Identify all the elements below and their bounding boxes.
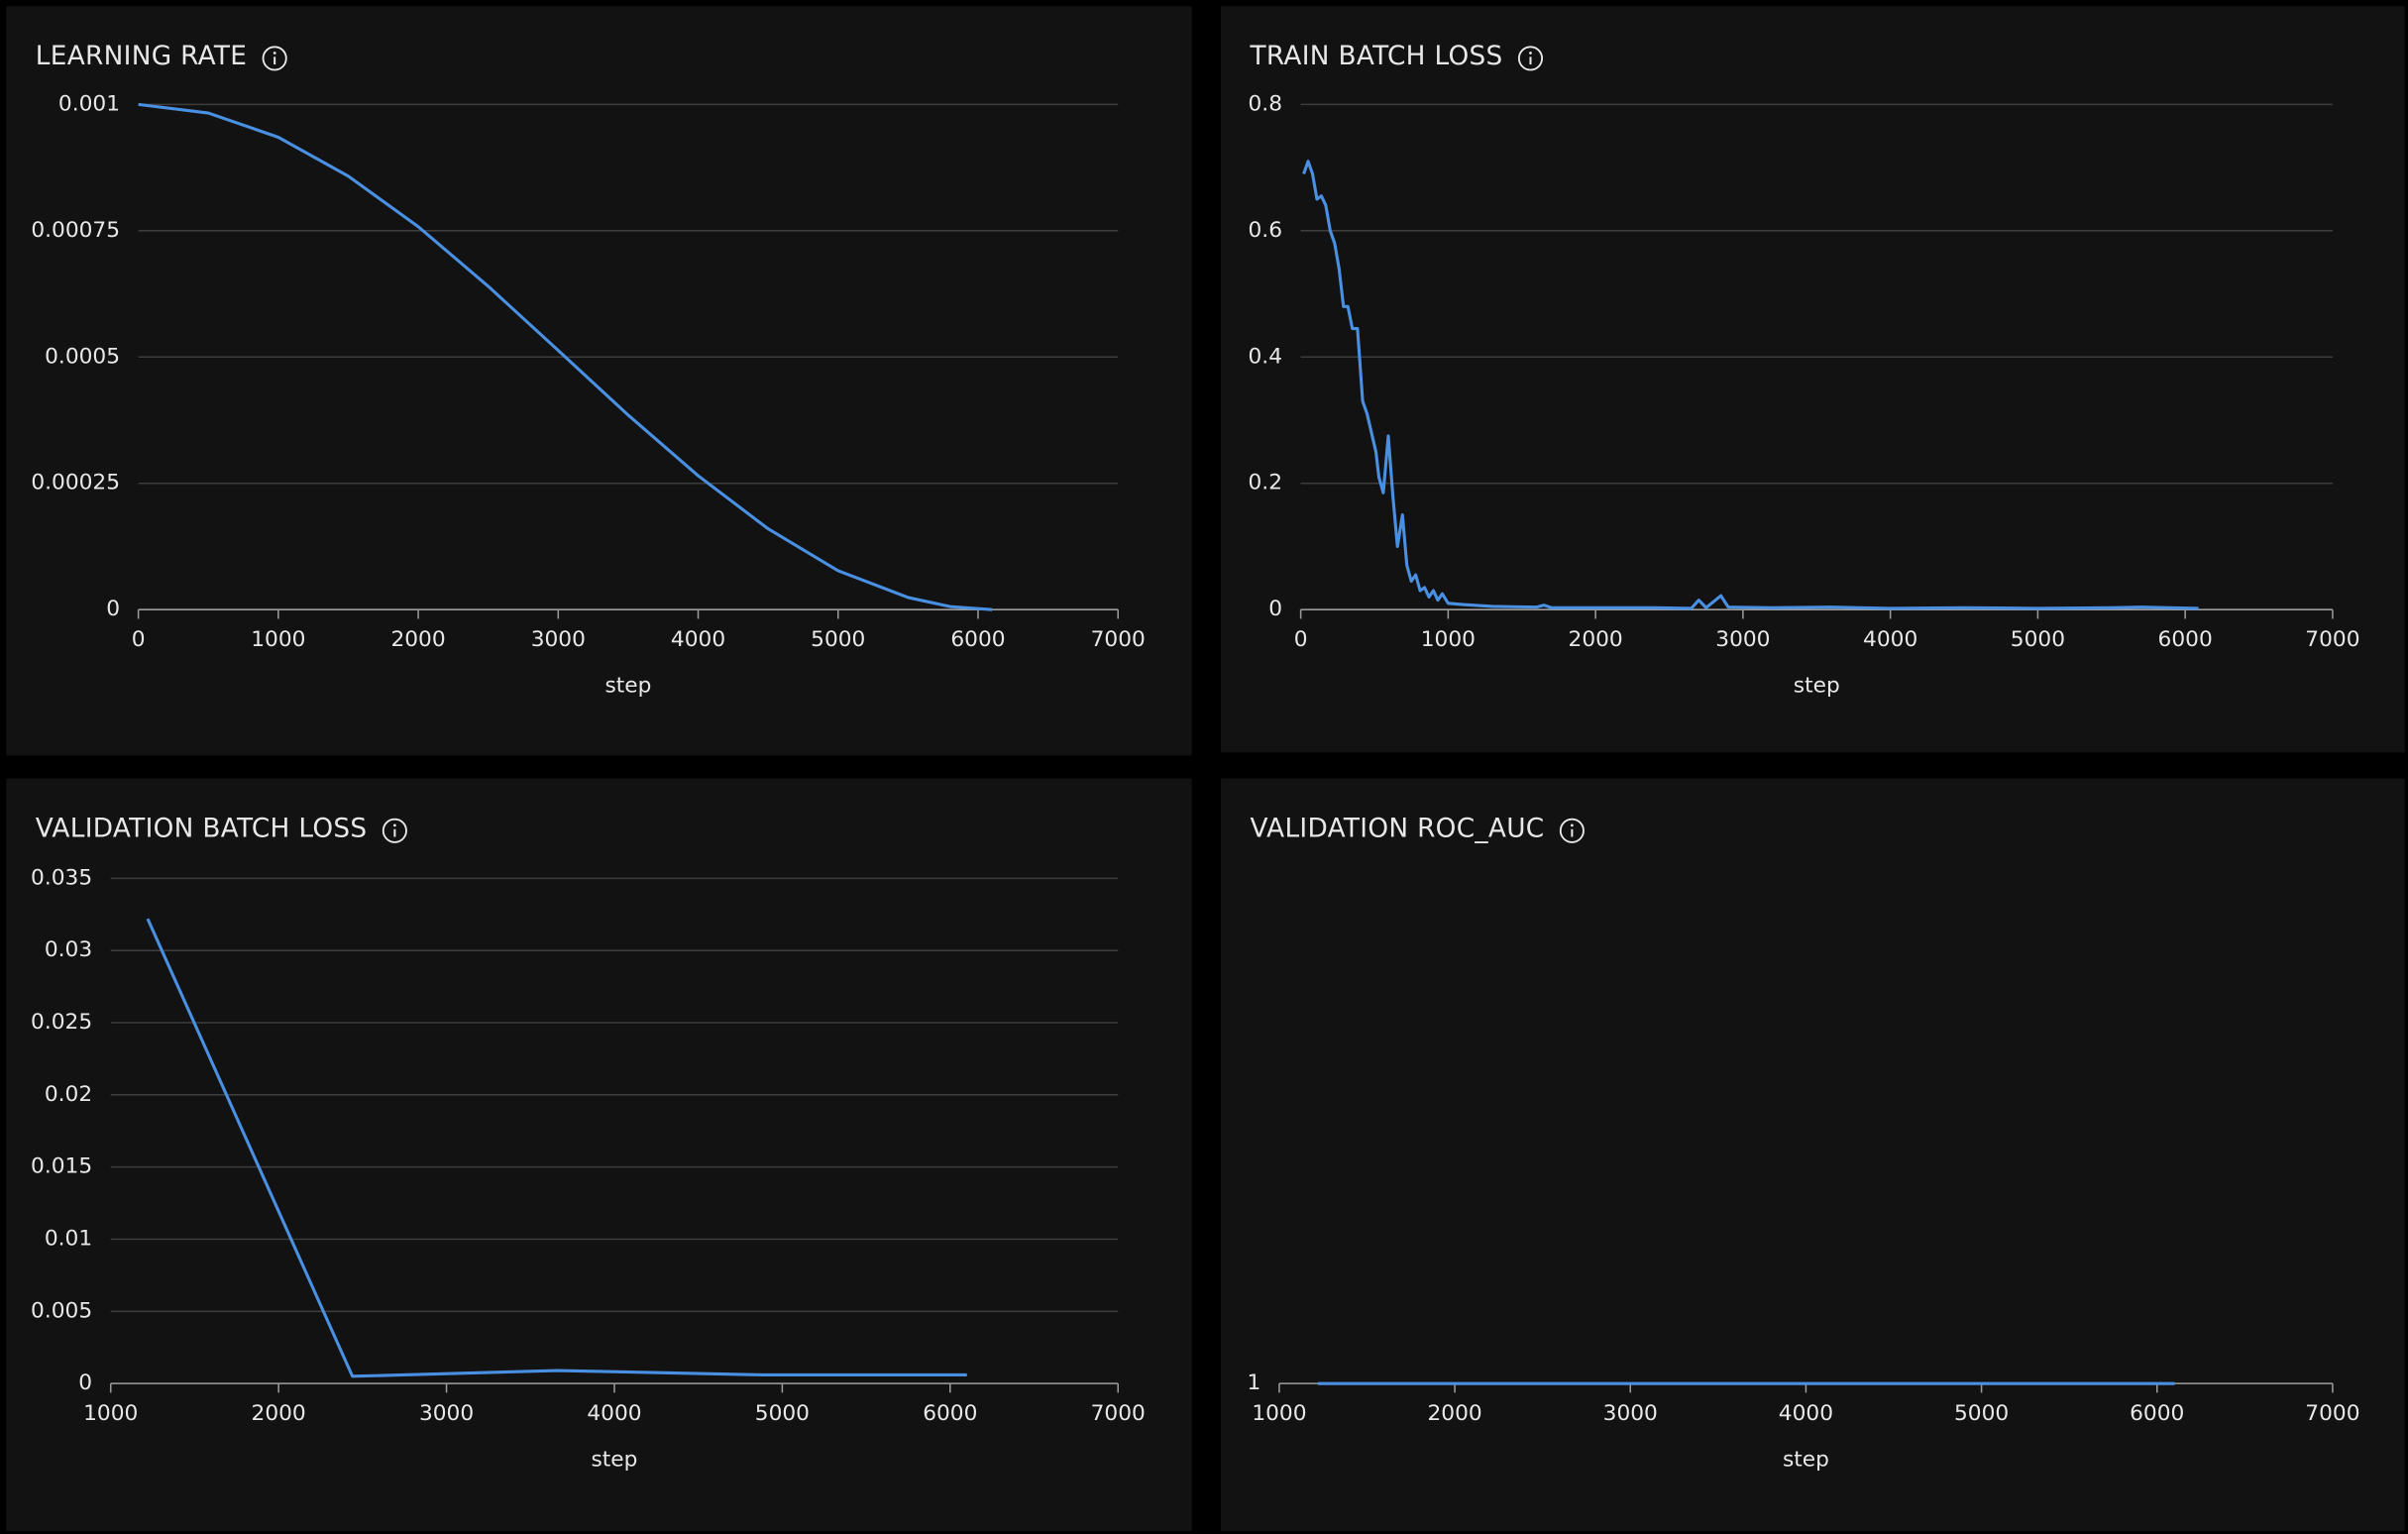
y-tick-label: 0.8 (1249, 91, 1282, 116)
y-tick-label: 0.01 (45, 1226, 92, 1251)
x-tick-label: 3000 (531, 627, 586, 652)
x-axis-label: step (592, 1448, 638, 1473)
x-tick-label: 5000 (1954, 1401, 2009, 1426)
x-tick-label: 0 (132, 627, 146, 652)
info-icon-dot (273, 52, 276, 55)
x-tick-label: 0 (1294, 627, 1308, 652)
data-line (138, 102, 993, 611)
x-tick-label: 2000 (390, 627, 445, 652)
x-axis-label: step (1783, 1448, 1829, 1473)
info-icon-dot (392, 823, 396, 827)
y-tick-label: 0.035 (31, 865, 92, 890)
x-tick-label: 6000 (2130, 1401, 2184, 1426)
x-tick-label: 5000 (2011, 627, 2065, 652)
x-tick-label: 3000 (1715, 627, 1770, 652)
y-tick-label: 1 (1248, 1370, 1261, 1395)
y-tick-label: 0.00025 (31, 471, 120, 495)
y-tick-label: 0 (1268, 597, 1282, 621)
y-tick-label: 0.005 (31, 1298, 92, 1323)
info-icon (382, 818, 407, 843)
chart-title: VALIDATION ROC_AUC (1250, 814, 1544, 843)
y-tick-label: 0 (106, 597, 120, 621)
data-line (146, 918, 967, 1378)
chart-title: LEARNING RATE (36, 42, 247, 71)
x-tick-label: 7000 (2305, 627, 2359, 652)
x-axis-label: step (604, 674, 651, 699)
info-icon (262, 46, 287, 71)
panel (6, 778, 1192, 1531)
y-tick-label: 0.00075 (31, 218, 120, 243)
x-tick-label: 1000 (1421, 627, 1476, 652)
panel (1221, 6, 2405, 753)
x-tick-label: 1000 (251, 627, 305, 652)
x-tick-label: 3000 (419, 1401, 474, 1426)
y-tick-label: 0.6 (1249, 218, 1282, 243)
y-tick-label: 0.03 (45, 937, 92, 962)
x-tick-label: 5000 (811, 627, 865, 652)
y-tick-label: 0 (78, 1370, 92, 1395)
x-tick-label: 4000 (671, 627, 725, 652)
x-tick-label: 5000 (755, 1401, 810, 1426)
y-tick-label: 0.02 (45, 1082, 92, 1107)
x-tick-label: 3000 (1603, 1401, 1658, 1426)
y-tick-label: 0.0005 (45, 344, 120, 369)
x-tick-label: 6000 (950, 627, 1005, 652)
y-tick-label: 0.2 (1249, 471, 1282, 495)
info-icon (1559, 818, 1585, 843)
x-tick-label: 4000 (1863, 627, 1917, 652)
x-tick-label: 7000 (1091, 627, 1146, 652)
x-tick-label: 1000 (83, 1401, 138, 1426)
chart-title: VALIDATION BATCH LOSS (36, 814, 368, 843)
y-tick-label: 0.4 (1249, 344, 1282, 369)
y-tick-label: 0.015 (31, 1154, 92, 1179)
x-tick-label: 4000 (587, 1401, 641, 1426)
x-axis-label: step (1794, 674, 1840, 699)
x-tick-label: 2000 (252, 1401, 306, 1426)
data-line (1302, 160, 2199, 610)
x-tick-label: 6000 (2158, 627, 2213, 652)
x-tick-label: 2000 (1569, 627, 1623, 652)
x-tick-label: 2000 (1427, 1401, 1481, 1426)
y-tick-label: 0.001 (58, 91, 120, 116)
y-tick-label: 0.025 (31, 1010, 92, 1035)
x-tick-label: 6000 (923, 1401, 977, 1426)
info-icon (1517, 46, 1544, 71)
info-icon-dot (1529, 52, 1532, 55)
x-tick-label: 1000 (1252, 1401, 1306, 1426)
x-tick-label: 4000 (1779, 1401, 1833, 1426)
panel (1221, 778, 2405, 1531)
info-icon-dot (1570, 823, 1574, 827)
panel (6, 6, 1192, 756)
x-tick-label: 7000 (1091, 1401, 1146, 1426)
chart-title: TRAIN BATCH LOSS (1249, 42, 1502, 71)
x-tick-label: 7000 (2305, 1401, 2359, 1426)
